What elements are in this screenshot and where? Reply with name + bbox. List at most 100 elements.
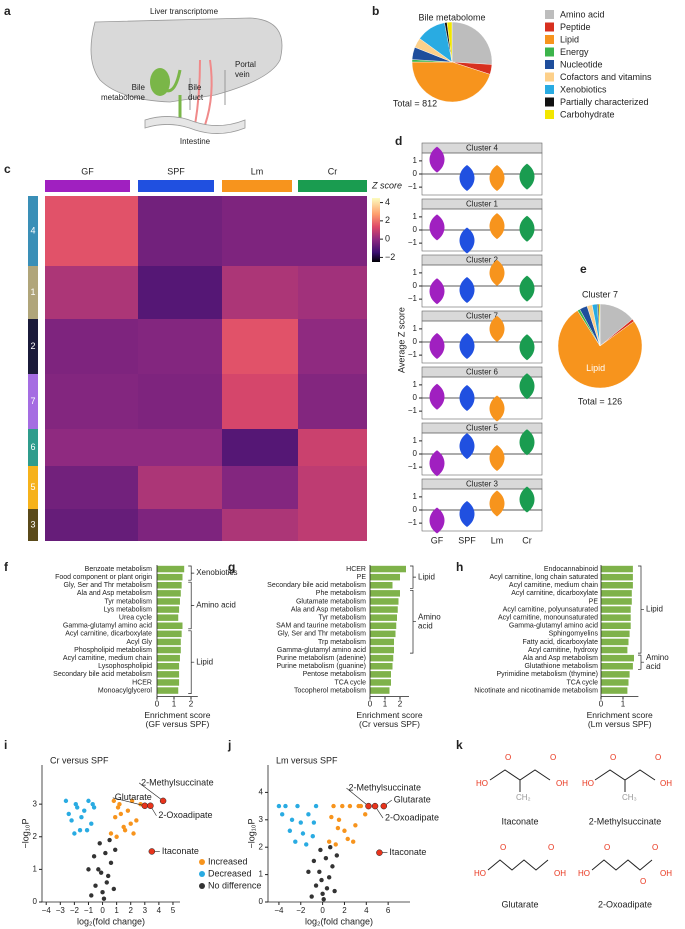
atom-label: OH bbox=[554, 869, 566, 878]
heat-cell bbox=[45, 466, 138, 509]
violin bbox=[459, 332, 475, 359]
bond bbox=[594, 769, 656, 792]
heat-cell bbox=[222, 429, 298, 466]
bar bbox=[370, 646, 394, 654]
heat-cell bbox=[298, 319, 367, 374]
illustration-label: Intestine bbox=[180, 137, 211, 146]
highlight-point bbox=[380, 802, 388, 810]
point bbox=[113, 847, 118, 853]
heat-cell bbox=[222, 319, 298, 374]
highlight-point bbox=[365, 802, 372, 810]
intestine bbox=[144, 116, 246, 134]
legend-swatch bbox=[545, 97, 554, 107]
legend-label: Decreased bbox=[208, 868, 252, 878]
point bbox=[342, 828, 347, 833]
point bbox=[69, 818, 74, 823]
category-label: Gamma-glutamyl amino acid bbox=[277, 647, 366, 654]
violin bbox=[489, 395, 505, 422]
x-tick-label: 6 bbox=[386, 906, 391, 915]
heat-cell bbox=[222, 509, 298, 541]
category-label: HCER bbox=[346, 566, 366, 573]
heat-cell bbox=[222, 466, 298, 509]
point bbox=[313, 803, 319, 809]
legend-swatch bbox=[545, 110, 554, 119]
category-label: Food component or plant origin bbox=[55, 574, 152, 581]
x-tick-label: −2 bbox=[70, 906, 80, 915]
point bbox=[93, 883, 98, 888]
legend-label: Partially characterized bbox=[560, 97, 649, 107]
slice-label: Lipid bbox=[586, 363, 605, 373]
violin bbox=[489, 164, 505, 191]
violin bbox=[459, 385, 475, 411]
point bbox=[98, 870, 104, 875]
violin bbox=[519, 275, 535, 302]
atom-label: HO bbox=[474, 869, 486, 878]
legend-swatch bbox=[545, 22, 554, 32]
point bbox=[122, 828, 128, 833]
highlight-point bbox=[147, 802, 154, 810]
panel-label: b bbox=[372, 4, 379, 18]
x-axis-label: Enrichment score bbox=[587, 710, 653, 720]
bar bbox=[370, 622, 397, 629]
bar bbox=[157, 671, 180, 678]
illustration-label: Portal bbox=[235, 60, 256, 69]
y-tick-label: 0 bbox=[413, 449, 418, 458]
cluster-label: 1 bbox=[30, 287, 35, 297]
heat-cell bbox=[45, 266, 138, 319]
point bbox=[310, 834, 315, 839]
bar bbox=[157, 687, 179, 694]
x-tick-label: 0 bbox=[155, 700, 160, 709]
point bbox=[326, 839, 332, 844]
group-label: GF bbox=[81, 166, 94, 176]
x-tick-label: 4 bbox=[157, 906, 162, 915]
violin bbox=[429, 214, 445, 241]
category-label: Tyr metabolism bbox=[105, 598, 153, 605]
cluster-label: 2 bbox=[30, 341, 35, 351]
x-axis-label: log₂(fold change) bbox=[77, 916, 145, 926]
point bbox=[66, 811, 71, 817]
panel-label: h bbox=[456, 560, 463, 574]
y-tick-label: −1 bbox=[408, 350, 418, 359]
y-tick-label: 1 bbox=[413, 212, 418, 221]
violin bbox=[489, 315, 505, 342]
bar bbox=[157, 622, 183, 629]
y-tick-label: 1 bbox=[413, 156, 418, 165]
x-axis-label: Enrichment score bbox=[144, 710, 210, 720]
panel-title: Cluster 4 bbox=[466, 144, 499, 153]
violin bbox=[459, 500, 475, 527]
category-label: Fatty acid, dicarboxylate bbox=[523, 639, 599, 646]
heat-cell bbox=[298, 466, 367, 509]
legend-swatch bbox=[545, 35, 554, 44]
group-label: Amino bbox=[646, 653, 669, 662]
annotation: Glutarate bbox=[394, 794, 431, 804]
pie-slice bbox=[411, 61, 491, 103]
annotation: 2-Oxoadipate bbox=[385, 812, 439, 822]
cluster-bar bbox=[28, 374, 38, 429]
annotation: Itaconate bbox=[389, 847, 426, 857]
atom-label: O bbox=[640, 877, 646, 886]
bracket bbox=[188, 565, 195, 581]
heat-cell bbox=[138, 466, 222, 509]
cluster-bar bbox=[28, 429, 38, 466]
pie-slice bbox=[598, 303, 601, 347]
cluster-label: 5 bbox=[30, 482, 35, 492]
x-tick-label: Lm bbox=[491, 535, 504, 545]
bar bbox=[601, 687, 628, 694]
legend-marker bbox=[199, 871, 205, 877]
panel-title: Cluster 2 bbox=[466, 256, 499, 265]
liver bbox=[90, 17, 283, 103]
legend-swatch bbox=[545, 47, 554, 57]
category-label: Glutamate metabolism bbox=[296, 598, 366, 605]
category-label: Acyl carnitine, medium chain bbox=[63, 655, 152, 662]
bond bbox=[487, 859, 549, 871]
legend-swatch bbox=[545, 85, 554, 94]
legend-label: Energy bbox=[560, 47, 589, 57]
colorbar-tick-label: 4 bbox=[385, 197, 390, 207]
point bbox=[82, 808, 87, 813]
atom-label: HO bbox=[582, 779, 594, 788]
point bbox=[306, 812, 311, 817]
legend-label: Xenobiotics bbox=[560, 84, 607, 94]
category-label: Gly, Ser and Thr metabolism bbox=[64, 582, 153, 589]
panel-title: Cluster 7 bbox=[466, 312, 499, 321]
legend-swatch bbox=[545, 72, 554, 82]
